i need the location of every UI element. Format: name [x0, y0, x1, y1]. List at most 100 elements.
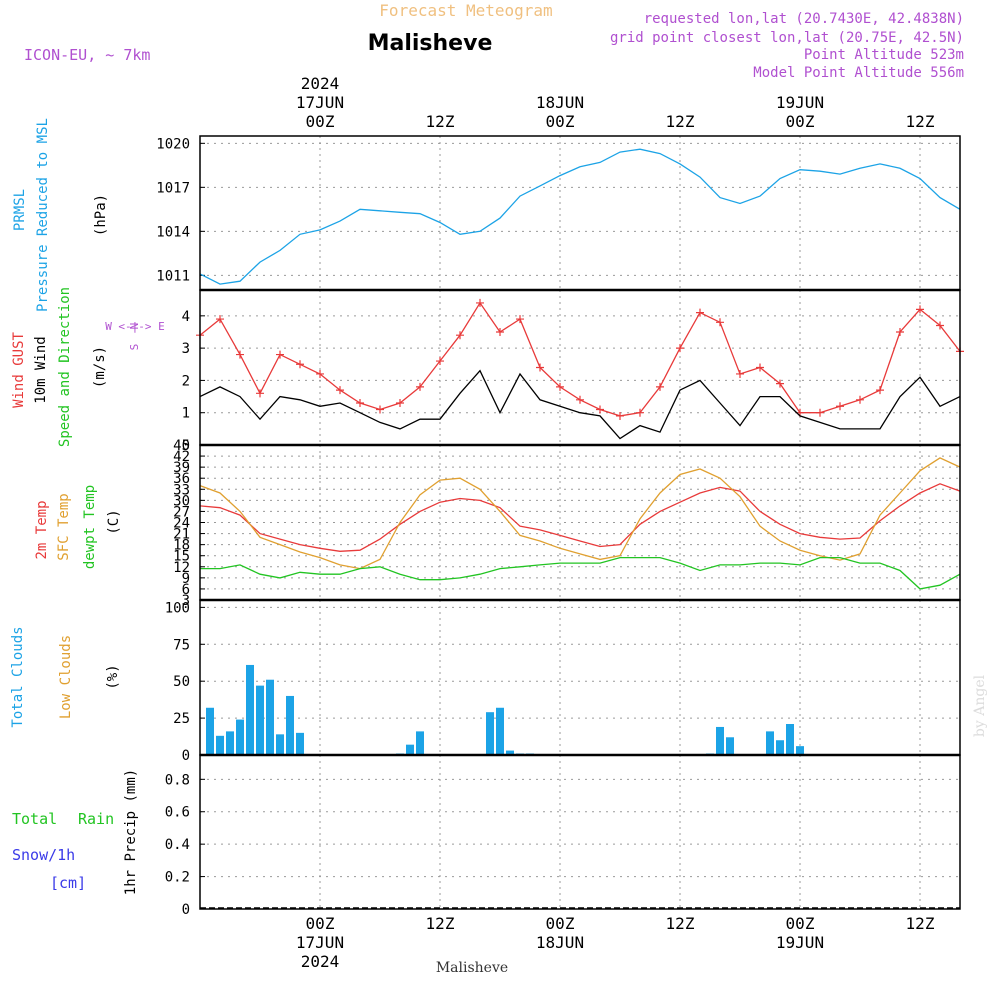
top-time-label: 00Z — [546, 112, 575, 131]
top-time-label: 18JUN — [536, 93, 584, 112]
cloud-labels: Total Clouds Low Clouds (%) — [10, 626, 121, 727]
gust-marker — [216, 315, 224, 324]
gust-marker — [696, 308, 704, 317]
tick-label: 45 — [173, 438, 190, 454]
compass-we: W <-|-> E — [105, 320, 165, 333]
gust-marker — [236, 350, 244, 359]
tick-label: 0 — [182, 748, 190, 764]
cloud-bar — [716, 726, 724, 755]
top-time-label: 12Z — [426, 112, 455, 131]
gust-marker — [636, 408, 644, 417]
precip-label-total: Total — [12, 810, 57, 828]
cloud-label-low: Low Clouds — [58, 635, 74, 719]
tick-label: 3 — [182, 341, 190, 357]
location-title: Malisheve — [368, 31, 493, 56]
gust-marker — [436, 357, 444, 366]
panels: 1011101410171020012343691215182124273033… — [156, 135, 964, 918]
series-sfc-temp — [199, 457, 961, 570]
gust-marker — [876, 386, 884, 395]
top-time-label: 00Z — [786, 112, 815, 131]
gust-marker — [716, 318, 724, 327]
bottom-time-label: 19JUN — [776, 933, 824, 952]
gust-marker — [476, 298, 484, 307]
gust-marker — [676, 344, 684, 353]
tick-label: 0.4 — [165, 837, 190, 853]
panel-wind: 0 1 2 3 4 — [182, 289, 964, 454]
gust-marker — [376, 405, 384, 414]
gust-marker — [396, 399, 404, 408]
gust-marker — [596, 405, 604, 414]
cloud-label-total: Total Clouds — [10, 626, 26, 727]
temp-label-unit: (C) — [106, 509, 122, 534]
tick-label: 33 — [173, 482, 190, 498]
tick-label: 1011 — [156, 268, 190, 284]
gust-marker — [256, 389, 264, 398]
cloud-bar — [206, 707, 214, 755]
cloud-bar — [216, 735, 224, 755]
bottom-time-label: 12Z — [426, 914, 455, 933]
top-time-label: 00Z — [306, 112, 335, 131]
tick-label: 30 — [173, 493, 190, 509]
top-time-label: 12Z — [666, 112, 695, 131]
tick-label: 21 — [173, 527, 190, 543]
cloud-bar — [236, 719, 244, 755]
gust-marker — [656, 382, 664, 391]
tick-label: 42 — [173, 449, 190, 465]
bottom-time-label: 12Z — [666, 914, 695, 933]
cloud-bar — [416, 731, 424, 755]
tick-label: 100 — [165, 600, 190, 616]
cloud-bar — [506, 750, 514, 755]
wind-label-10m: 10m Wind — [33, 336, 49, 403]
pressure-label-name: Pressure Reduced to MSL — [35, 118, 51, 312]
wind-labels: Wind GUST 10m Wind Speed and Direction (… — [11, 287, 165, 447]
gust-marker — [816, 408, 824, 417]
cloud-bar — [266, 679, 274, 755]
tick-label: 4 — [182, 309, 190, 325]
gust-marker — [576, 395, 584, 404]
gust-marker — [836, 402, 844, 411]
compass-s: S — [128, 344, 141, 351]
tick-label: 3 — [182, 593, 190, 609]
gust-marker — [536, 363, 544, 372]
gust-marker — [896, 327, 904, 336]
tick-label: 39 — [173, 460, 190, 476]
series-10m-wind — [199, 369, 961, 440]
tick-label: 0 — [182, 902, 190, 918]
gust-marker — [496, 327, 504, 336]
tick-label: 0.8 — [165, 772, 190, 788]
bottom-time-label: 12Z — [906, 914, 935, 933]
tick-label: 1020 — [156, 136, 190, 152]
gust-marker — [456, 331, 464, 340]
precip-label-rain: Rain — [78, 810, 114, 828]
gust-marker — [616, 411, 624, 420]
panel-clouds: 0 25 50 75 100 — [165, 599, 961, 764]
tick-label: 2 — [182, 373, 190, 389]
cloud-bar — [786, 724, 794, 755]
watermark: by Angel — [972, 674, 988, 737]
precip-label-unit: 1hr Precip (mm) — [123, 769, 139, 895]
panel-frame — [199, 599, 961, 756]
bottom-time-label: 00Z — [786, 914, 815, 933]
top-time-label: 17JUN — [296, 93, 344, 112]
gust-marker — [776, 379, 784, 388]
wind-label-gust: Wind GUST — [11, 332, 27, 408]
model-label: ICON-EU, ~ 7km — [24, 46, 150, 64]
precip-label-snow: Snow/1h — [12, 846, 75, 864]
series-2m-temp — [199, 483, 961, 552]
tick-label: 18 — [173, 538, 190, 554]
tick-label: 15 — [173, 549, 190, 565]
temp-labels: 2m Temp SFC Temp dewpt Temp (C) — [34, 485, 122, 569]
pressure-label-prmsl: PRMSL — [12, 189, 28, 231]
cloud-bar — [776, 740, 784, 755]
gust-marker — [756, 363, 764, 372]
pressure-label-unit: (hPa) — [93, 194, 109, 236]
tick-label: 50 — [173, 674, 190, 690]
model-altitude: Model Point Altitude 556m — [753, 65, 964, 81]
cloud-bar — [256, 685, 264, 755]
tick-label: 0.6 — [165, 805, 190, 821]
cloud-bar — [226, 731, 234, 755]
tick-label: 36 — [173, 471, 190, 487]
tick-label: 9 — [182, 571, 190, 587]
panel-frame — [199, 289, 961, 446]
